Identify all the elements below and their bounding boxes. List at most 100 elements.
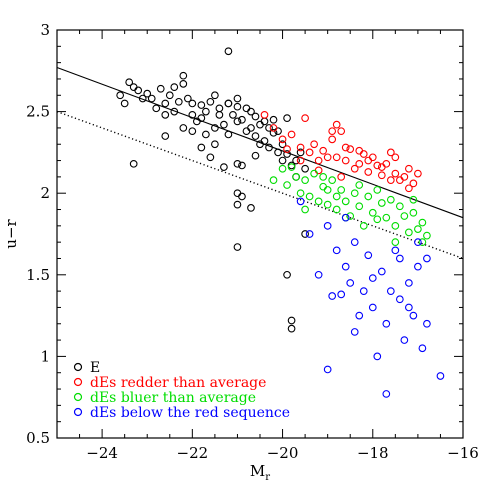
point-e <box>170 83 179 91</box>
point-below <box>355 311 364 320</box>
point-e <box>147 94 156 103</box>
point-bluer <box>305 192 314 201</box>
point-e <box>278 156 287 165</box>
point-redder <box>328 127 337 136</box>
dotted-fit-line <box>56 110 464 260</box>
point-bluer <box>332 205 341 214</box>
y-tick-label: 3 <box>40 21 50 39</box>
point-redder <box>301 114 309 122</box>
legend-label-bluer: dEs bluer than average <box>90 390 256 406</box>
point-redder <box>269 124 278 132</box>
point-e <box>229 111 237 119</box>
point-e <box>256 120 264 129</box>
point-e <box>251 151 260 160</box>
point-e <box>247 204 255 212</box>
point-bluer <box>283 181 291 189</box>
point-e <box>238 192 246 201</box>
point-redder <box>305 148 314 157</box>
point-redder <box>310 140 318 149</box>
point-e <box>202 107 210 116</box>
point-redder <box>386 176 395 184</box>
point-bluer <box>296 189 305 198</box>
point-e <box>197 114 206 122</box>
series-bluer <box>269 163 431 247</box>
point-e <box>174 97 183 106</box>
point-e <box>265 124 273 132</box>
point-redder <box>368 153 377 162</box>
point-bluer <box>337 186 346 194</box>
point-e <box>179 80 188 88</box>
point-e <box>170 107 179 116</box>
point-bluer <box>409 208 418 217</box>
point-e <box>247 107 255 116</box>
point-e <box>188 111 197 119</box>
y-tick-label: 1.5 <box>26 266 50 284</box>
point-redder <box>283 145 291 153</box>
point-e <box>183 94 192 103</box>
point-below <box>418 344 427 353</box>
point-e <box>242 104 251 113</box>
point-e <box>242 127 251 136</box>
point-e <box>260 137 269 145</box>
point-e <box>197 101 206 109</box>
y-tick-label: 1 <box>40 347 50 365</box>
point-e <box>292 156 300 165</box>
point-below <box>373 352 382 361</box>
legend-item-redder: dEs redder than average <box>73 375 266 391</box>
point-below <box>395 295 404 304</box>
point-below <box>346 279 355 287</box>
legend-label-e: E <box>90 360 100 376</box>
point-redder <box>386 148 395 157</box>
point-redder <box>346 145 355 153</box>
series-e <box>116 47 309 333</box>
point-bluer <box>310 169 318 178</box>
point-redder <box>323 153 332 162</box>
point-below <box>405 303 413 312</box>
point-e <box>247 124 255 132</box>
point-e <box>283 270 291 279</box>
point-below <box>436 372 445 380</box>
point-e <box>188 127 197 136</box>
point-e <box>238 161 246 170</box>
point-bluer <box>355 181 364 189</box>
axis-ticks: −24 −22 −20 −18 −16 0.5 1 1.5 2 2.5 3 <box>26 21 479 462</box>
point-below <box>314 270 323 279</box>
point-below <box>368 274 377 282</box>
legend-marker-e <box>73 362 83 372</box>
point-below <box>323 221 332 230</box>
point-e <box>220 163 228 171</box>
point-e <box>251 112 260 121</box>
point-e <box>224 99 233 108</box>
point-e <box>224 130 233 139</box>
point-below <box>323 365 332 374</box>
point-e <box>188 99 197 108</box>
point-e <box>233 243 242 251</box>
point-e <box>233 189 242 198</box>
point-below <box>350 238 359 247</box>
point-e <box>165 91 174 100</box>
point-bluer <box>323 186 332 194</box>
point-e <box>211 140 219 149</box>
point-e <box>134 86 143 95</box>
series-redder <box>260 111 422 193</box>
point-redder <box>328 135 337 144</box>
point-below <box>386 287 395 295</box>
legend-marker-bluer <box>73 392 83 402</box>
point-e <box>269 115 278 124</box>
legend-marker-below <box>73 407 83 417</box>
point-bluer <box>332 192 341 201</box>
point-bluer <box>350 189 359 198</box>
y-axis-label: u−r <box>2 218 20 248</box>
point-below <box>409 311 418 320</box>
point-below <box>337 290 346 299</box>
reference-lines <box>56 67 464 260</box>
point-bluer <box>319 173 328 181</box>
point-redder <box>377 163 386 171</box>
point-bluer <box>364 192 373 201</box>
point-redder <box>341 143 350 152</box>
point-e <box>256 140 264 149</box>
point-e <box>233 102 242 111</box>
point-e <box>278 140 287 149</box>
point-e <box>251 132 260 140</box>
point-bluer <box>368 208 377 217</box>
